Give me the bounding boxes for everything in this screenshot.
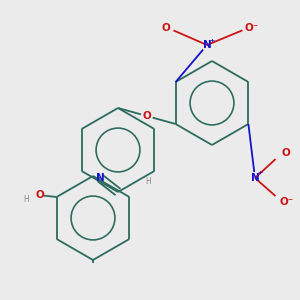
Text: +: + — [257, 170, 262, 175]
Text: O⁻: O⁻ — [280, 197, 294, 207]
Text: O: O — [162, 23, 170, 33]
Text: +: + — [209, 38, 214, 43]
Text: H: H — [145, 178, 151, 187]
Text: O: O — [142, 111, 151, 121]
Text: H: H — [23, 194, 29, 203]
Text: O: O — [282, 148, 290, 158]
Text: O⁻: O⁻ — [245, 23, 259, 33]
Text: N: N — [96, 173, 104, 183]
Text: O: O — [36, 190, 44, 200]
Text: N: N — [202, 40, 211, 50]
Text: N: N — [250, 173, 260, 183]
